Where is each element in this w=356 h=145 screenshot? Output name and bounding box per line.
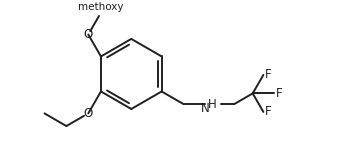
Text: F: F xyxy=(276,87,282,100)
Text: methoxy: methoxy xyxy=(78,2,124,12)
Text: N: N xyxy=(200,103,209,115)
Text: H: H xyxy=(208,98,217,111)
Text: O: O xyxy=(84,28,93,41)
Text: O: O xyxy=(84,107,93,120)
Text: F: F xyxy=(265,68,272,81)
Text: F: F xyxy=(265,105,272,118)
